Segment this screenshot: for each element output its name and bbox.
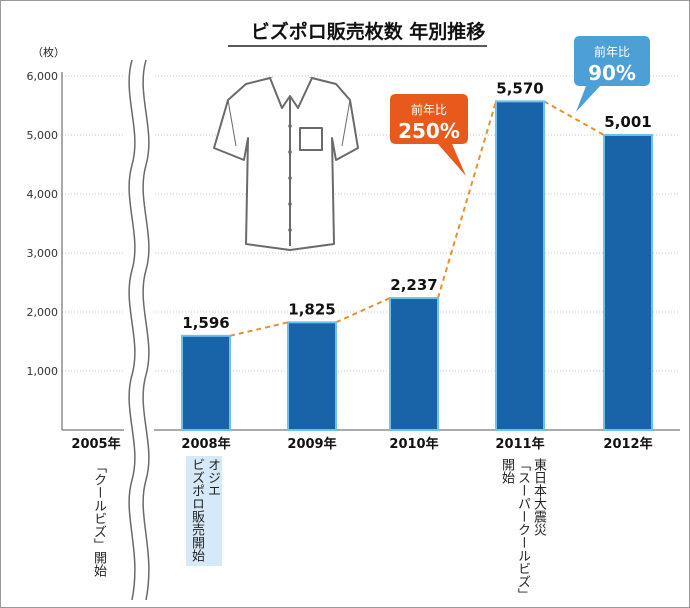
y-tick-label: 4,000 [27, 188, 59, 201]
note-2008: オジエ ビズポロ販売開始 [186, 456, 222, 566]
x-tick-label: 2005年 [71, 436, 120, 452]
callout-yoy-2012: 前年比 90% [574, 36, 650, 112]
x-tick-label: 2009年 [287, 436, 336, 452]
callout-yoy-2011: 前年比 250% [390, 94, 468, 176]
shirt-icon [213, 77, 359, 251]
x-tick-labels: 2005年 2008年 2009年 2010年 2011年 2012年 [71, 436, 652, 452]
y-tick-label: 3,000 [27, 247, 59, 260]
value-label: 5,001 [604, 113, 651, 131]
note-2005: 「クールビズ」開始 [91, 460, 106, 577]
bar [603, 133, 653, 431]
trend-segment [437, 101, 497, 299]
y-tick-label: 6,000 [27, 70, 59, 83]
trend-segment [543, 100, 605, 136]
note-line: 開始 [499, 458, 514, 484]
x-tick-label: 2011年 [495, 436, 544, 452]
note-line: 東日本大震災 [531, 458, 546, 536]
note-line: 「スーパークールビズ」 [515, 458, 530, 601]
y-axis-unit: （枚） [32, 45, 65, 59]
bars [181, 100, 653, 432]
callout-label: 前年比 [594, 44, 630, 59]
axis-break-mark [124, 59, 154, 605]
bar [181, 334, 231, 431]
note-2011: 東日本大震災 「スーパークールビズ」 開始 [498, 458, 546, 601]
callout-label: 前年比 [411, 102, 447, 117]
x-tick-label: 2010年 [389, 436, 438, 452]
trend-line [229, 100, 605, 337]
callout-value: 250% [398, 119, 460, 143]
trend-segment [335, 297, 391, 324]
y-tick-label: 2,000 [27, 306, 59, 319]
value-label: 5,570 [496, 79, 543, 97]
x-tick-label: 2008年 [181, 436, 230, 452]
trend-segment [229, 321, 289, 337]
y-tick-label: 1,000 [27, 365, 59, 378]
bar [495, 100, 545, 432]
x-tick-label: 2012年 [603, 436, 652, 452]
bar [389, 297, 439, 431]
y-tick-labels: 1,000 2,000 3,000 4,000 5,000 6,000 [27, 70, 59, 378]
value-labels: 1,596 1,825 2,237 5,570 5,001 [182, 79, 651, 331]
callout-value: 90% [588, 61, 636, 85]
value-label: 1,596 [182, 314, 229, 332]
bar [287, 321, 337, 432]
chart-title: ビズポロ販売枚数 年別推移 [251, 20, 486, 43]
value-label: 1,825 [288, 300, 335, 318]
note-line: オジエ [205, 458, 220, 497]
value-label: 2,237 [390, 276, 437, 294]
y-tick-label: 5,000 [27, 129, 59, 142]
note-line: ビズポロ販売開始 [189, 458, 204, 562]
grid-lines [62, 75, 680, 372]
